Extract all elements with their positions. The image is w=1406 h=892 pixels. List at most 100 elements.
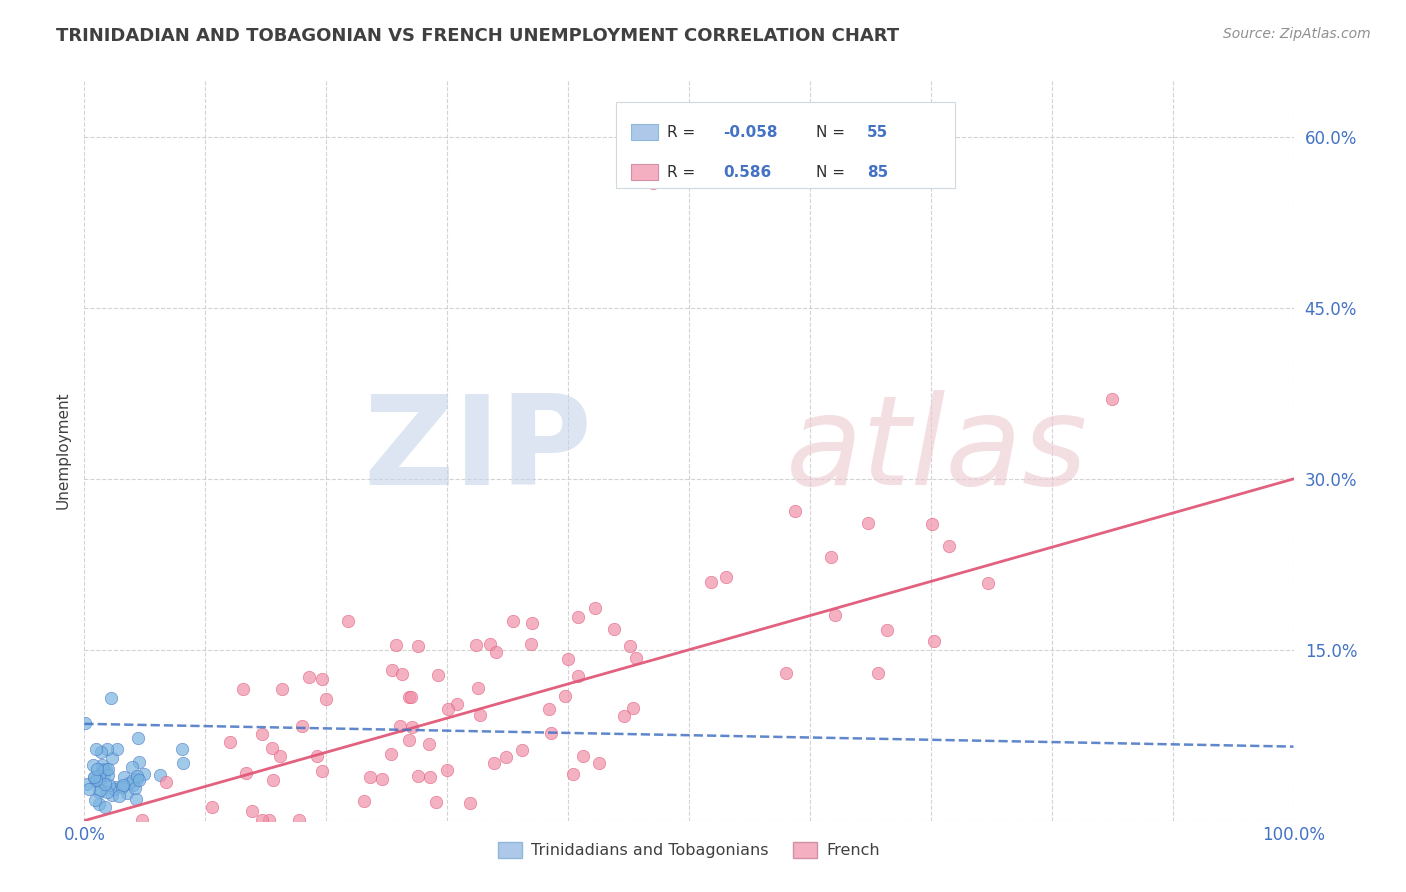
Point — [572, 749, 595, 764]
Text: R =: R = — [668, 165, 700, 180]
Point — [101, 750, 124, 764]
Point — [876, 623, 898, 637]
Point — [385, 638, 408, 652]
Point — [94, 800, 117, 814]
Point — [391, 667, 413, 681]
Point — [76, 777, 98, 791]
Point — [315, 691, 337, 706]
Point — [122, 773, 145, 788]
Point — [121, 760, 143, 774]
Point — [613, 709, 636, 723]
Point — [252, 813, 274, 827]
Point — [257, 813, 280, 827]
Text: Source: ZipAtlas.com: Source: ZipAtlas.com — [1223, 27, 1371, 41]
Point — [624, 651, 647, 665]
Point — [458, 797, 481, 811]
Point — [83, 793, 105, 807]
Point — [103, 781, 125, 796]
Point — [464, 638, 486, 652]
Point — [408, 639, 430, 653]
Point — [311, 672, 333, 686]
Point — [91, 763, 114, 777]
Point — [124, 780, 146, 795]
Point — [408, 769, 430, 783]
Point — [520, 637, 543, 651]
Point — [170, 742, 193, 756]
Point — [83, 771, 105, 785]
Point — [252, 727, 274, 741]
Text: 0.586: 0.586 — [723, 165, 770, 180]
Point — [337, 614, 360, 628]
Point — [125, 772, 148, 786]
Point — [82, 758, 104, 772]
Point — [567, 668, 589, 682]
Point — [540, 726, 562, 740]
Point — [1101, 392, 1123, 407]
Point — [155, 775, 177, 789]
Point — [240, 804, 263, 818]
Point — [112, 778, 135, 792]
Point — [83, 770, 105, 784]
Point — [172, 756, 194, 770]
Point — [104, 780, 127, 795]
Point — [86, 763, 108, 777]
Point — [96, 784, 118, 798]
Point — [288, 813, 311, 827]
Text: -0.058: -0.058 — [723, 125, 778, 140]
Point — [84, 742, 107, 756]
Point — [785, 504, 807, 518]
Point — [107, 789, 129, 804]
Point — [128, 773, 150, 788]
Point — [132, 767, 155, 781]
Point — [419, 770, 441, 784]
Point — [232, 681, 254, 696]
Text: N =: N = — [815, 165, 849, 180]
Point — [426, 668, 449, 682]
Point — [399, 690, 422, 704]
Point — [484, 756, 506, 770]
FancyBboxPatch shape — [616, 103, 955, 187]
Point — [305, 748, 328, 763]
Point — [562, 767, 585, 781]
FancyBboxPatch shape — [631, 164, 658, 180]
Text: 55: 55 — [866, 125, 889, 140]
Point — [117, 786, 139, 800]
Text: atlas: atlas — [786, 390, 1088, 511]
Point — [938, 539, 960, 553]
Point — [269, 748, 291, 763]
Point — [235, 765, 257, 780]
Point — [976, 576, 998, 591]
Point — [775, 666, 797, 681]
Point — [89, 782, 111, 797]
Point — [401, 720, 423, 734]
Point — [921, 516, 943, 531]
FancyBboxPatch shape — [631, 124, 658, 140]
Point — [467, 681, 489, 696]
Point — [94, 777, 117, 791]
Text: ZIP: ZIP — [364, 390, 592, 511]
Point — [468, 708, 491, 723]
Point — [583, 600, 606, 615]
Point — [90, 745, 112, 759]
Point — [291, 719, 314, 733]
Point — [388, 719, 411, 733]
Point — [96, 762, 118, 776]
Point — [824, 607, 846, 622]
Point — [219, 735, 242, 749]
Point — [97, 778, 120, 792]
Point — [311, 764, 333, 779]
Point — [603, 622, 626, 636]
Point — [298, 670, 321, 684]
Point — [700, 574, 723, 589]
Point — [87, 769, 110, 783]
Point — [96, 742, 118, 756]
Point — [856, 516, 879, 531]
Point — [128, 755, 150, 769]
Point — [641, 176, 664, 190]
Point — [623, 701, 645, 715]
Point — [97, 768, 120, 782]
Point — [425, 795, 447, 809]
Point — [89, 774, 111, 789]
Point — [112, 771, 135, 785]
Point — [537, 702, 560, 716]
